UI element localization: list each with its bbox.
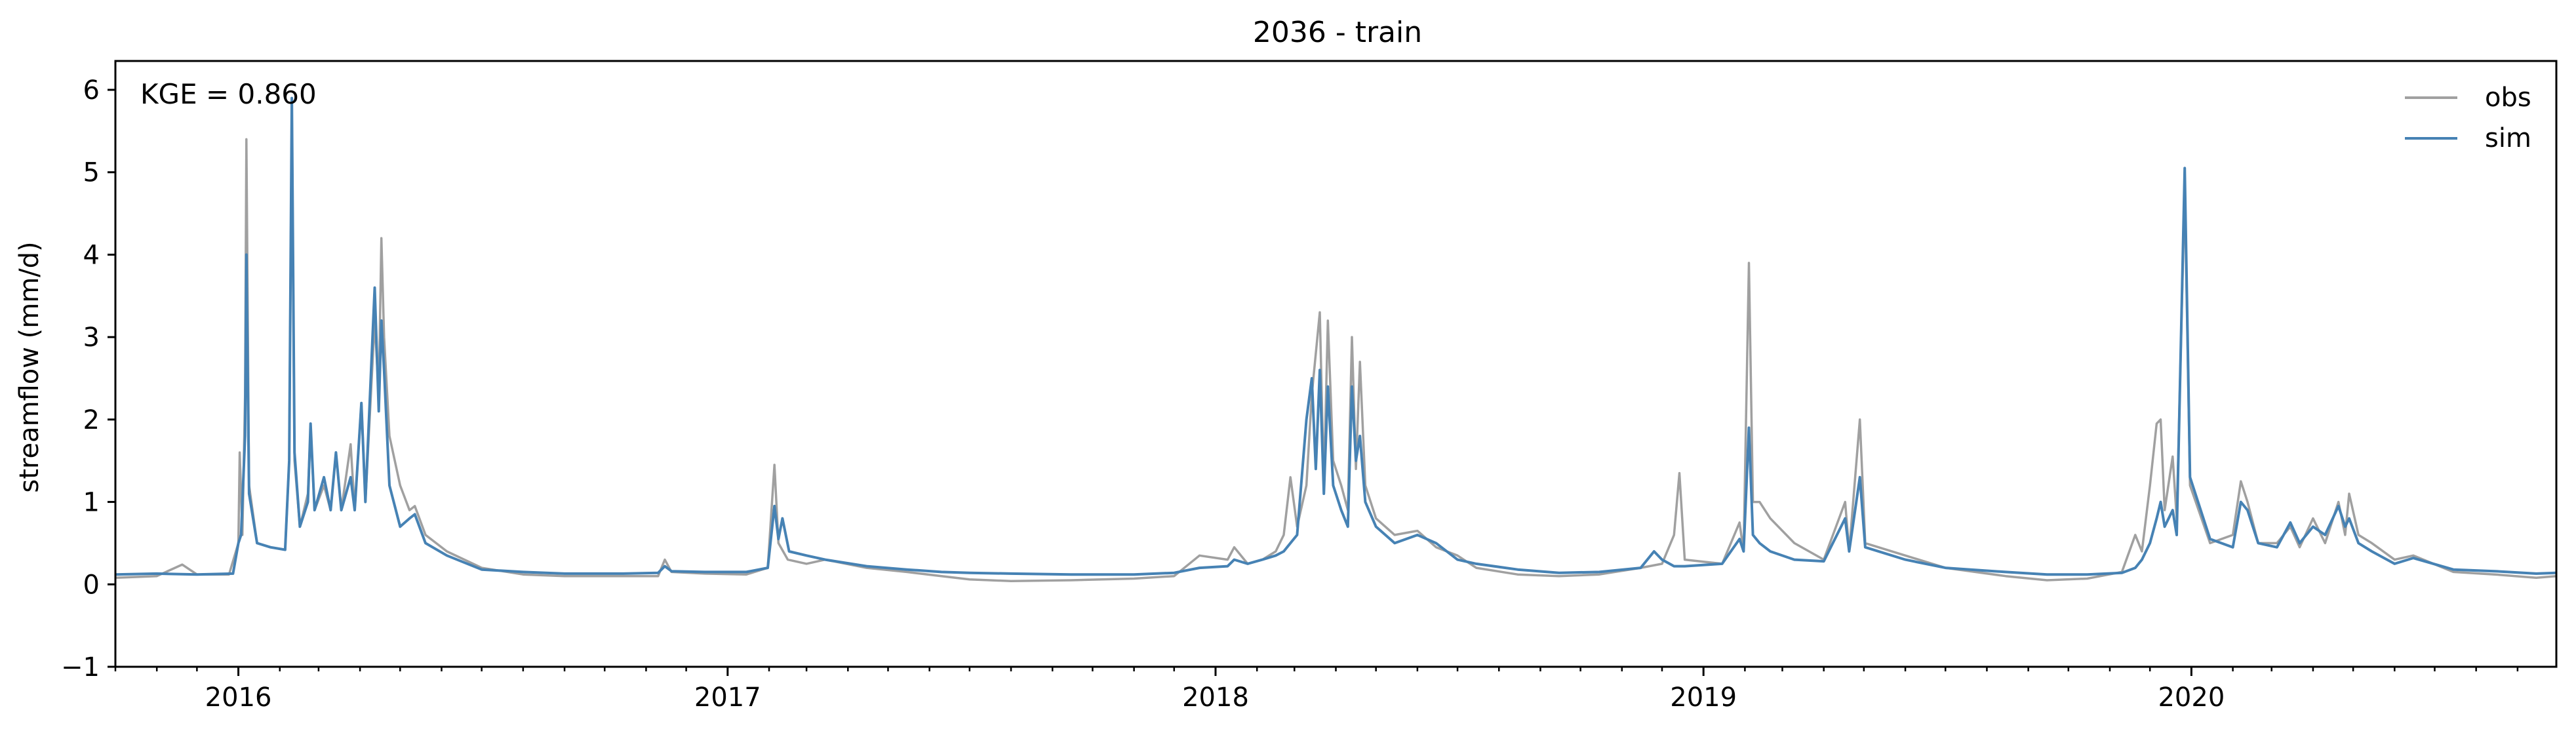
y-tick-label: 4 <box>83 240 100 270</box>
y-tick-label: 1 <box>83 488 100 518</box>
y-tick-label: −1 <box>61 652 100 683</box>
plot-area <box>115 96 2557 583</box>
y-tick-label: 0 <box>83 570 100 600</box>
kge-annotation: KGE = 0.860 <box>140 78 317 110</box>
y-tick-label: 6 <box>83 75 100 106</box>
legend-obs-label: obs <box>2485 83 2531 113</box>
series-line-obs <box>115 105 2557 583</box>
x-tick-label: 2019 <box>1670 683 1737 713</box>
y-axis-label: streamflow (mm/d) <box>14 241 45 492</box>
legend-sim-label: sim <box>2485 123 2531 153</box>
x-tick-label: 2018 <box>1182 683 1249 713</box>
x-tick-label: 2020 <box>2158 683 2225 713</box>
chart-title: 2036 - train <box>1253 16 1422 49</box>
legend: obs sim <box>2405 83 2531 153</box>
x-tick-label: 2017 <box>694 683 761 713</box>
axes: −1 0 1 2 3 4 5 6 2016 2017 2018 2019 2020 <box>61 60 2558 713</box>
x-tick-label: 2016 <box>205 683 272 713</box>
y-tick-label: 2 <box>83 405 100 435</box>
series-line-sim <box>115 96 2557 576</box>
y-tick-label: 3 <box>83 323 100 353</box>
y-tick-label: 5 <box>83 158 100 188</box>
